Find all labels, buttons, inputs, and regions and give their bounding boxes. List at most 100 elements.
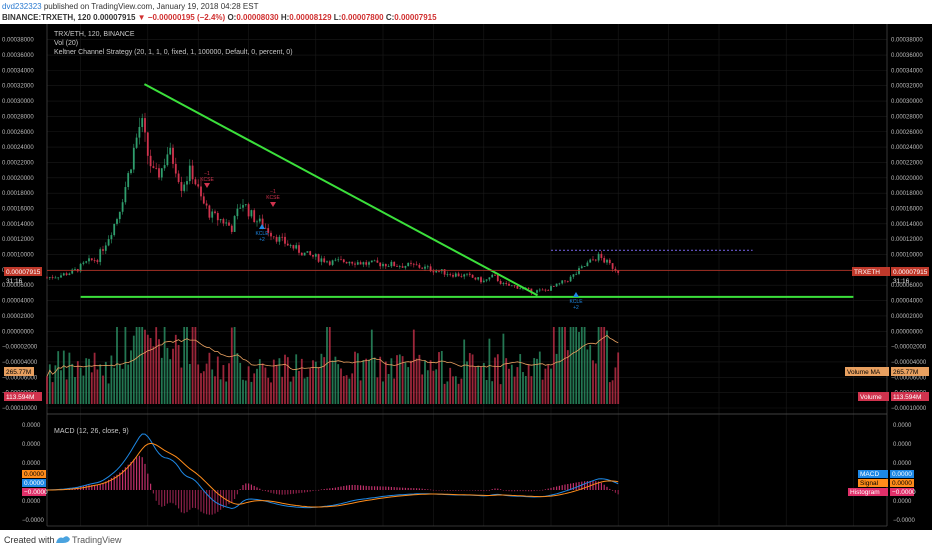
price-tick-right: 0.00002000: [891, 314, 923, 320]
legend: TRX/ETH, 120, BINANCE Vol (20) Keltner C…: [54, 31, 293, 435]
volume-bar: [309, 368, 312, 404]
volume-bar: [376, 377, 379, 404]
volume-bar: [242, 379, 244, 404]
volume-bar: [197, 364, 200, 404]
volume-bar: [527, 364, 530, 404]
tradingview-brand[interactable]: TradingView: [72, 535, 122, 545]
price-tick-left: 0.00038000: [2, 38, 34, 44]
volume-bar: [334, 356, 337, 404]
volume-bar: [48, 364, 51, 404]
volume-bar: [393, 378, 396, 404]
candle-body: [57, 277, 60, 279]
histogram-bar: [388, 486, 390, 490]
histogram-bar: [85, 485, 87, 490]
histogram-bar: [164, 490, 166, 506]
histogram-bar: [558, 485, 560, 490]
volume-bar: [583, 327, 586, 404]
candle-body: [334, 259, 337, 261]
candle-body: [289, 245, 292, 246]
price-tick-right: 0.00018000: [891, 191, 923, 197]
histogram-bar: [222, 490, 224, 508]
candle-body: [146, 132, 149, 156]
volume-bar: [275, 365, 278, 404]
price-tick-left: −0.00002000: [2, 345, 38, 351]
histogram-bar: [141, 457, 143, 490]
volume-bar: [491, 381, 494, 404]
candle-body: [550, 286, 552, 291]
histogram-bar: [413, 488, 415, 490]
histogram-bar: [603, 484, 605, 490]
histogram-bar: [278, 490, 280, 495]
histogram-bar: [267, 490, 269, 493]
volume-bar: [552, 327, 555, 404]
candle-body: [580, 266, 583, 269]
candle-body: [306, 251, 309, 253]
histogram-left: −0.0000: [24, 489, 48, 496]
volume-bar: [85, 358, 88, 404]
volume-bar: [57, 351, 60, 404]
candle-body: [373, 260, 376, 262]
candle-body: [356, 262, 359, 265]
tradingview-logo-icon: [56, 536, 70, 543]
histogram-bar: [113, 476, 115, 490]
volume-bar: [485, 379, 488, 404]
candle-body: [160, 168, 163, 178]
volume-bar: [256, 368, 258, 404]
histogram-bar: [334, 487, 336, 490]
candle-body: [376, 260, 379, 263]
volume-bar: [244, 380, 247, 404]
volume-bar: [516, 367, 519, 404]
volume-bar: [566, 350, 569, 404]
histogram-bar: [194, 490, 196, 509]
volume-bar: [496, 354, 499, 404]
histogram-bar: [203, 490, 205, 514]
histogram-bar: [248, 483, 250, 490]
volume-bar: [99, 364, 102, 404]
macd-badge-right: [890, 470, 914, 478]
legend-volume: Vol (20): [54, 40, 78, 47]
candle-body: [186, 181, 188, 185]
candle-body: [258, 218, 261, 222]
volume-bar: [250, 381, 253, 404]
candle-body: [505, 283, 508, 284]
volume-bar: [611, 380, 614, 404]
histogram-bar: [130, 461, 132, 490]
symbol-line: BINANCE:TRXETH, 120: [2, 13, 91, 22]
volume-bar: [93, 352, 96, 404]
histogram-bar: [256, 487, 258, 490]
price-tick-right: 0.00020000: [891, 176, 923, 182]
histogram-bar: [525, 490, 527, 492]
candle-body: [60, 275, 62, 278]
volume-bar: [533, 358, 536, 404]
price-tick-left: 0.00024000: [2, 145, 34, 151]
candle-body: [118, 211, 121, 220]
volume-bar: [482, 362, 485, 404]
author-link[interactable]: dvd232323: [2, 2, 42, 11]
histogram-bar: [376, 486, 378, 490]
chart-canvas[interactable]: −1 KCSE KCLE +2 −1 KCSE KCLE +2 0.000380…: [0, 24, 932, 530]
volume-bar: [208, 352, 211, 404]
histogram-bar: [178, 490, 180, 509]
candle-body: [449, 274, 452, 276]
price-tick-left: 0.00022000: [2, 160, 34, 166]
candle-body: [264, 227, 267, 229]
volume-bar: [278, 358, 281, 404]
open-label: O:: [227, 13, 237, 22]
candle-body: [116, 219, 118, 224]
countdown-right: 31:16: [893, 278, 910, 285]
candle-body: [253, 210, 256, 223]
short-arrow-icon: [270, 202, 276, 207]
volume-bar: [603, 327, 606, 404]
candle-body: [482, 280, 485, 283]
histogram-bar: [564, 484, 566, 490]
candle-body: [393, 261, 396, 267]
histogram-bar: [371, 486, 373, 490]
volume-bar: [222, 365, 225, 404]
volume-bar: [320, 353, 323, 404]
macd-tick-left: −0.0000: [22, 518, 45, 524]
kcse-signal: −1 KCSE: [266, 189, 280, 207]
histogram-label: Histogram: [850, 489, 880, 496]
histogram-bar: [514, 490, 516, 492]
candle-body: [614, 268, 617, 271]
histogram-bar: [472, 490, 474, 491]
